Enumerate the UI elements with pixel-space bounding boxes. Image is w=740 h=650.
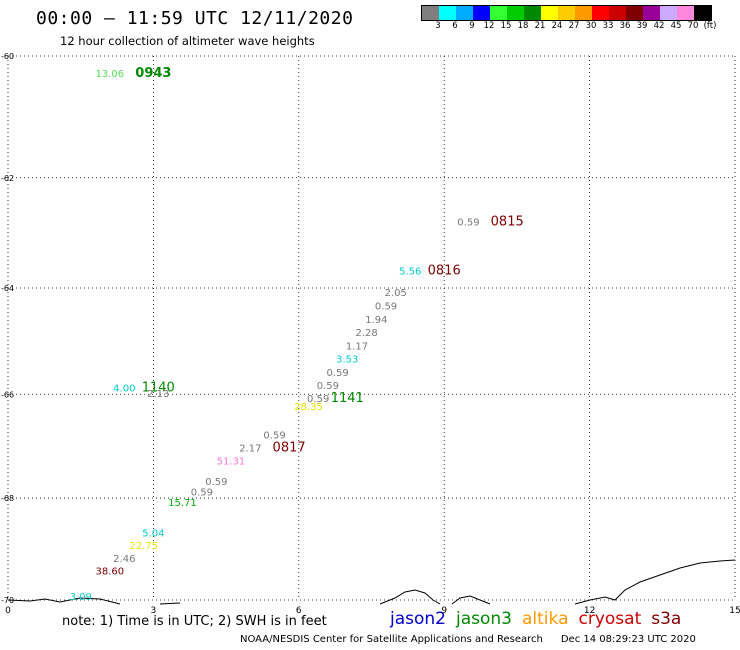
legend-label: 12 <box>483 21 495 31</box>
legend-swatch <box>626 6 643 20</box>
pass-time-label: 0815 <box>491 214 524 229</box>
wave-height-label: 0.59 <box>307 394 329 405</box>
y-tick-label: -62 <box>1 174 14 183</box>
legend-label: 21 <box>534 21 546 31</box>
wave-height-label: 2.13 <box>147 389 169 400</box>
y-tick-label: -70 <box>1 596 14 605</box>
wave-height-label: 0.59 <box>457 217 479 228</box>
legend-swatch <box>490 6 507 20</box>
wave-height-label: 2.17 <box>239 444 261 455</box>
legend-swatch <box>677 6 694 20</box>
wave-height-label: 5.04 <box>142 528 164 539</box>
legend-swatch <box>575 6 592 20</box>
legend-label: (ft) <box>703 21 717 31</box>
satellite-jason2: jason2 <box>390 609 446 629</box>
x-tick-label: 0 <box>5 606 11 616</box>
legend-swatch <box>609 6 626 20</box>
legend-swatch <box>439 6 456 20</box>
wave-height-label: 15.71 <box>168 498 197 509</box>
wave-height-label: 28.35 <box>294 402 323 413</box>
legend-label: 6 <box>452 21 458 31</box>
satellite-legend: jason2 jason3 altika cryosat s3a <box>390 609 691 629</box>
legend-swatch <box>660 6 677 20</box>
legend-label: 27 <box>568 21 580 31</box>
wave-height-label: 4.00 <box>113 384 135 395</box>
wave-height-label: 3.53 <box>336 355 358 366</box>
wave-height-label: 3.09 <box>70 592 92 603</box>
pass-time-label: 0817 <box>273 441 306 456</box>
pass-time-label: 0943 <box>135 66 171 81</box>
wave-height-label: 1.17 <box>346 341 368 352</box>
legend-label: 30 <box>585 21 597 31</box>
satellite-altika: altika <box>522 609 569 629</box>
wave-height-label: 0.59 <box>317 381 339 392</box>
timestamp: Dec 14 08:29:23 UTC 2020 <box>560 634 696 645</box>
legend-swatch <box>694 6 711 20</box>
pass-time-label: 1141 <box>331 391 364 406</box>
credit-text: NOAA/NESDIS Center for Satellite Applica… <box>240 634 543 645</box>
x-tick-label: 3 <box>151 606 157 616</box>
y-tick-label: -64 <box>1 284 14 293</box>
legend-label: 36 <box>619 21 631 31</box>
wave-height-label: 0.59 <box>326 368 348 379</box>
legend-label: 15 <box>500 21 512 31</box>
x-tick-label: 6 <box>296 606 302 616</box>
wave-height-label: 2.28 <box>356 328 378 339</box>
graticule <box>7 55 736 601</box>
wave-height-label: 0.59 <box>191 487 213 498</box>
legend-swatch <box>541 6 558 20</box>
legend-label: 24 <box>551 21 563 31</box>
wave-height-label: 22.75 <box>129 541 158 552</box>
wave-height-label: 0.59 <box>375 302 397 313</box>
y-tick-label: -60 <box>1 52 14 61</box>
legend-label: 3 <box>435 21 441 31</box>
satellite-jason3: jason3 <box>456 609 512 629</box>
satellite-s3a: s3a <box>651 609 682 629</box>
legend-swatch <box>507 6 524 20</box>
pass-time-label: 1140 <box>142 381 175 396</box>
wave-height-label: 1.94 <box>365 315 387 326</box>
legend-swatch <box>473 6 490 20</box>
legend-label: 9 <box>469 21 475 31</box>
wave-height-label: 2.05 <box>385 288 407 299</box>
x-tick-label: 15 <box>729 606 740 616</box>
legend-label: 42 <box>653 21 665 31</box>
wave-height-label: 0.59 <box>263 431 285 442</box>
wave-height-label: 5.56 <box>399 266 421 277</box>
pass-time-label: 0816 <box>428 263 461 278</box>
legend-swatch <box>592 6 609 20</box>
axis-ticks: 0 3 6 9 12 15 -60 -62 -64 -66 -68 -70 <box>1 52 740 616</box>
page-title: 00:00 – 11:59 UTC 12/11/2020 <box>36 8 354 29</box>
legend-label: 70 <box>687 21 699 31</box>
legend-label: 39 <box>636 21 648 31</box>
legend-swatch <box>558 6 575 20</box>
legend-swatch <box>524 6 541 20</box>
legend-label: 18 <box>517 21 529 31</box>
y-tick-label: -66 <box>1 390 14 399</box>
y-tick-label: -68 <box>1 494 14 503</box>
observations-layer: 13.06 0943 0.59 0815 5.56 0816 2.05 0.59 1.94 2.2… <box>70 66 524 603</box>
credit-line: NOAA/NESDIS Center for Satellite Applica… <box>240 634 696 645</box>
note-text: note: 1) Time is in UTC; 2) SWH is in fe… <box>62 614 327 629</box>
satellite-cryosat: cryosat <box>578 609 642 629</box>
wave-height-label: 0.59 <box>205 477 227 488</box>
wave-height-label: 2.46 <box>113 554 135 565</box>
wave-height-label: 13.06 <box>95 69 124 80</box>
page-subtitle: 12 hour collection of altimeter wave hei… <box>60 34 315 48</box>
wave-height-label: 51.31 <box>217 457 246 468</box>
legend-swatch <box>643 6 660 20</box>
legend-label: 33 <box>602 21 614 31</box>
x-tick-label: 9 <box>441 606 447 616</box>
legend-swatch <box>456 6 473 20</box>
coastline <box>7 559 736 605</box>
legend-swatch <box>422 6 439 20</box>
color-legend <box>421 5 712 21</box>
wave-height-label: 38.60 <box>95 567 124 578</box>
x-tick-label: 12 <box>584 606 595 616</box>
legend-label: 45 <box>670 21 682 31</box>
